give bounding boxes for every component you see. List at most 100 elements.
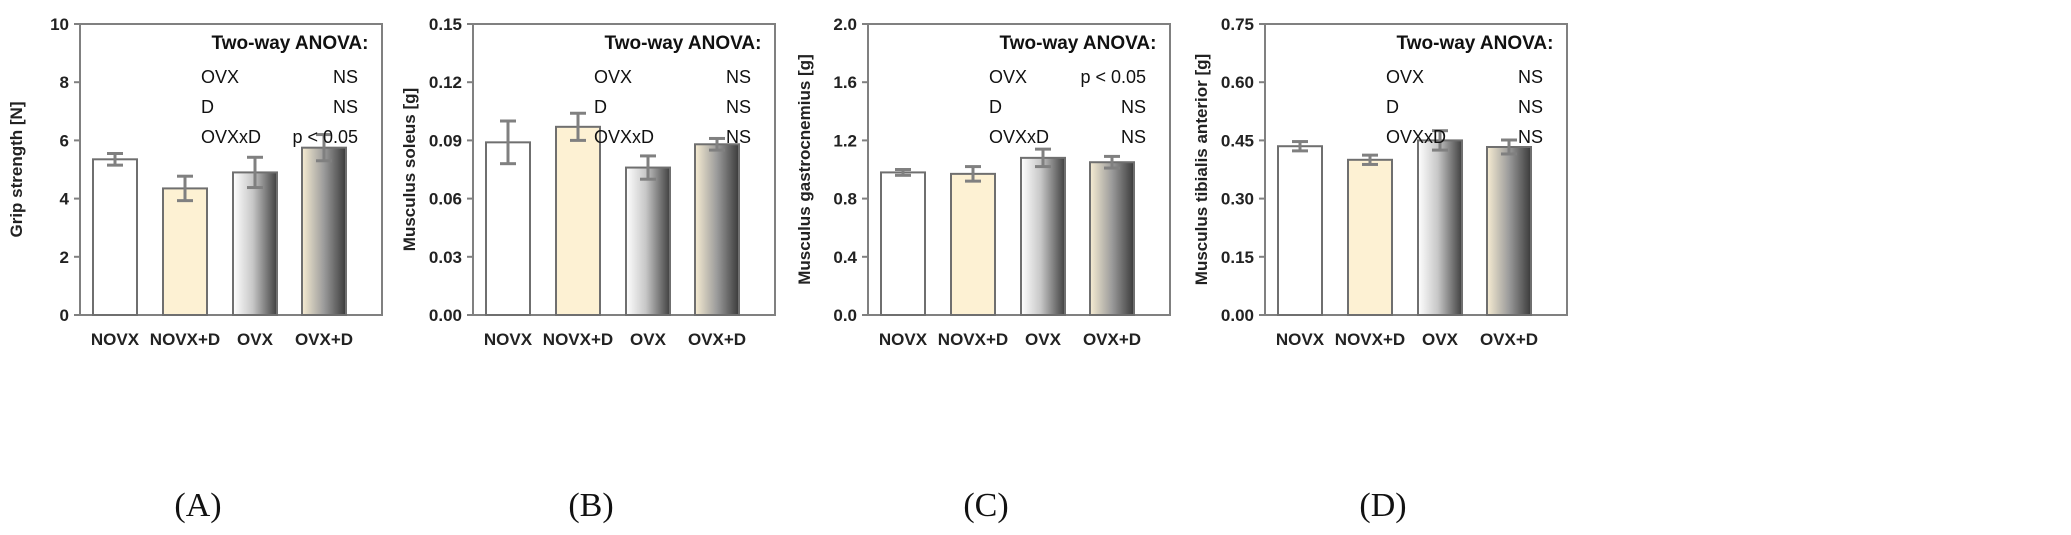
stats-title: Two-way ANOVA: <box>1000 33 1157 54</box>
bar-ovx-plus-d <box>1486 145 1532 316</box>
y-tick-label: 8 <box>60 73 69 92</box>
category-label: OVX <box>630 330 667 349</box>
y-tick-label: 10 <box>50 15 69 34</box>
bar-ovx-plus-d <box>301 146 347 316</box>
plot-frame <box>867 23 1171 316</box>
stats-title: Two-way ANOVA: <box>605 33 762 54</box>
y-tick-label: 1.2 <box>833 131 857 150</box>
y-tick-label: 4 <box>60 190 70 209</box>
y-tick-label: 0.8 <box>833 190 857 209</box>
y-tick-label: 0.03 <box>429 248 462 267</box>
y-tick-label: 2.0 <box>833 15 857 34</box>
stats-factor: D <box>201 97 214 117</box>
bar-ovx <box>1417 139 1463 316</box>
stats-result: NS <box>726 67 751 87</box>
stats-factor: D <box>989 97 1002 117</box>
stats-factor: D <box>1386 97 1399 117</box>
category-label: NOVX <box>484 330 533 349</box>
stats-result: NS <box>726 127 751 147</box>
stats-result: NS <box>726 97 751 117</box>
y-tick-label: 1.6 <box>833 73 857 92</box>
plot-frame <box>79 23 383 316</box>
bar-novx-plus-d <box>162 187 208 316</box>
stats-factor: OVXxD <box>1386 127 1446 147</box>
y-axis-label: Musculus tibialis anterior [g] <box>1192 54 1211 285</box>
panel-c: 0.0 0.4 0.8 1.2 1.6 2.0 Musculus gastrocnemius… <box>795 15 1171 524</box>
stats-result: NS <box>1518 97 1543 117</box>
stats-factor: D <box>594 97 607 117</box>
plot-frame <box>472 23 776 316</box>
stats-result: p < 0.05 <box>1080 67 1146 87</box>
stats-factor: OVX <box>1386 67 1424 87</box>
category-label: NOVX+D <box>938 330 1008 349</box>
y-tick-label: 0.00 <box>1221 306 1254 325</box>
y-tick-label: 0.00 <box>429 306 462 325</box>
y-tick-label: 0.06 <box>429 190 462 209</box>
category-label: OVX <box>237 330 274 349</box>
y-tick-label: 0.30 <box>1221 190 1254 209</box>
y-tick-label: 0.15 <box>1221 248 1254 267</box>
panel-d: 0.00 0.15 0.30 0.45 0.60 0.75 Musculus tibiali… <box>1192 15 1568 524</box>
panel-a: 0 2 4 6 8 10 Grip strength [N] NOVX NOVX+D OVX OVX… <box>7 15 383 524</box>
category-label: NOVX <box>879 330 928 349</box>
plot-frame <box>1264 23 1568 316</box>
category-label: OVX+D <box>1480 330 1538 349</box>
panel-label: (D) <box>1359 487 1406 524</box>
y-axis-label: Musculus soleus [g] <box>400 88 419 251</box>
y-tick-label: 6 <box>60 131 69 150</box>
bar-novx <box>92 158 138 316</box>
stats-result: NS <box>1518 67 1543 87</box>
y-tick-label: 2 <box>60 248 69 267</box>
panel-label: (C) <box>963 487 1008 524</box>
category-label: OVX <box>1025 330 1062 349</box>
stats-result: NS <box>1121 97 1146 117</box>
bar-novx-plus-d <box>950 172 996 316</box>
y-tick-label: 0.75 <box>1221 15 1254 34</box>
bar-ovx <box>232 171 278 316</box>
stats-result: NS <box>333 67 358 87</box>
y-tick-label: 0.15 <box>429 15 462 34</box>
panel-b: 0.00 0.03 0.06 0.09 0.12 0.15 Musculus soleus … <box>400 15 776 524</box>
panel-label: (B) <box>568 487 613 524</box>
bar-novx <box>1277 145 1323 316</box>
category-label: NOVX+D <box>543 330 613 349</box>
stats-result: NS <box>1518 127 1543 147</box>
y-axis-label: Musculus gastrocnemius [g] <box>795 54 814 284</box>
y-tick-label: 0.09 <box>429 131 462 150</box>
y-tick-label: 0 <box>60 306 69 325</box>
stats-result: NS <box>1121 127 1146 147</box>
category-label: OVX+D <box>295 330 353 349</box>
bar-ovx <box>625 166 671 316</box>
y-axis-label: Grip strength [N] <box>7 102 26 238</box>
category-label: OVX+D <box>1083 330 1141 349</box>
panel-label: (A) <box>174 487 221 524</box>
category-label: NOVX <box>1276 330 1325 349</box>
stats-factor: OVX <box>594 67 632 87</box>
category-label: NOVX <box>91 330 140 349</box>
stats-result: NS <box>333 97 358 117</box>
bar-novx-plus-d <box>1347 158 1393 316</box>
category-label: NOVX+D <box>150 330 220 349</box>
y-tick-label: 0.60 <box>1221 73 1254 92</box>
category-label: OVX+D <box>688 330 746 349</box>
bar-novx <box>485 141 531 316</box>
category-label: NOVX+D <box>1335 330 1405 349</box>
stats-result: p < 0.05 <box>292 127 358 147</box>
y-tick-label: 0.12 <box>429 73 462 92</box>
stats-title: Two-way ANOVA: <box>212 33 369 54</box>
category-label: OVX <box>1422 330 1459 349</box>
stats-factor: OVXxD <box>594 127 654 147</box>
bar-novx-plus-d <box>555 125 601 316</box>
bar-ovx <box>1020 156 1066 316</box>
stats-factor: OVX <box>989 67 1027 87</box>
bar-novx <box>880 171 926 316</box>
y-tick-label: 0.4 <box>833 248 857 267</box>
y-tick-label: 0.45 <box>1221 131 1254 150</box>
bar-ovx-plus-d <box>1089 161 1135 316</box>
y-tick-label: 0.0 <box>833 306 857 325</box>
stats-factor: OVX <box>201 67 239 87</box>
stats-title: Two-way ANOVA: <box>1397 33 1554 54</box>
stats-factor: OVXxD <box>201 127 261 147</box>
bar-ovx-plus-d <box>694 143 740 316</box>
